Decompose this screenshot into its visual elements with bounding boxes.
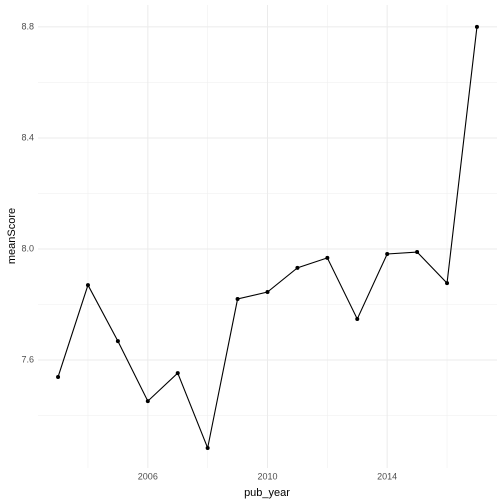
point: [445, 281, 450, 286]
point: [355, 316, 360, 321]
point: [56, 374, 61, 379]
x-tick-label: 2010: [257, 471, 277, 481]
point: [145, 399, 150, 404]
y-tick-label: 8.4: [21, 132, 34, 142]
point: [265, 290, 270, 295]
point: [385, 251, 390, 256]
point: [474, 24, 479, 29]
x-tick-label: 2006: [138, 471, 158, 481]
point: [325, 255, 330, 260]
point: [85, 283, 90, 288]
point: [235, 296, 240, 301]
x-tick-label: 2014: [377, 471, 397, 481]
point: [205, 446, 210, 451]
point: [175, 371, 180, 376]
point: [415, 250, 420, 255]
y-tick-label: 8.8: [21, 21, 34, 31]
y-tick-label: 7.6: [21, 354, 34, 364]
y-tick-label: 8.0: [21, 243, 34, 253]
x-axis-label: pub_year: [244, 487, 290, 499]
point: [295, 265, 300, 270]
y-axis-label: meanScore: [6, 208, 18, 264]
point: [115, 339, 120, 344]
